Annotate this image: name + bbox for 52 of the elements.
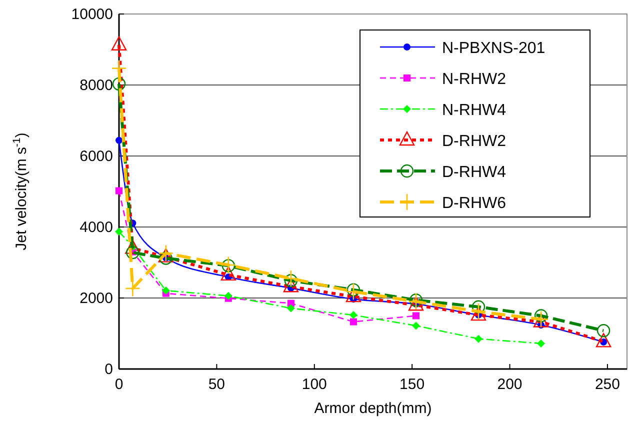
point [534, 309, 548, 322]
point [349, 311, 358, 320]
point [470, 306, 486, 321]
y-tick-label: 4000 [80, 219, 113, 236]
point [537, 339, 546, 348]
y-tick-label: 8000 [80, 77, 113, 94]
point [158, 244, 174, 262]
x-axis-title: Armor depth(mm) [314, 400, 432, 417]
point [162, 286, 170, 295]
point [222, 259, 236, 272]
point [596, 333, 612, 348]
x-tick-label: 200 [497, 376, 522, 393]
y-tick-label: 10000 [71, 6, 113, 23]
point [224, 292, 232, 300]
point [159, 252, 172, 265]
y-tick-label: 2000 [80, 290, 113, 307]
x-tick-label: 0 [114, 376, 124, 393]
point [284, 274, 298, 288]
legend-label: D-RHW2 [442, 133, 506, 150]
point [409, 294, 423, 307]
legend-label: N-RHW2 [442, 71, 506, 88]
point [350, 318, 357, 326]
point [408, 292, 424, 310]
point [220, 256, 236, 274]
legend-label: D-RHW6 [442, 195, 506, 212]
point [286, 304, 295, 312]
point [346, 282, 362, 300]
point [283, 270, 299, 288]
point [472, 300, 486, 314]
x-tick-label: 100 [302, 376, 327, 393]
point [220, 266, 236, 281]
point [408, 296, 424, 311]
point [474, 334, 483, 343]
point [115, 228, 123, 236]
x-tick-label: 50 [208, 376, 226, 393]
y-tick-label: 0 [104, 361, 113, 378]
legend-label: N-PBXNS-201 [442, 40, 546, 57]
point [125, 280, 140, 298]
point [346, 283, 360, 296]
legend-label: N-RHW4 [442, 102, 506, 119]
point [470, 302, 486, 320]
point [112, 77, 126, 91]
x-tick-label: 250 [594, 376, 620, 393]
point [412, 322, 420, 330]
point [412, 312, 420, 320]
y-tick-label: 6000 [80, 148, 113, 165]
x-tick-label: 150 [400, 376, 425, 393]
point [126, 246, 140, 260]
point [596, 324, 610, 338]
point [116, 187, 122, 194]
legend-label: D-RHW4 [442, 164, 506, 181]
point [116, 136, 122, 144]
